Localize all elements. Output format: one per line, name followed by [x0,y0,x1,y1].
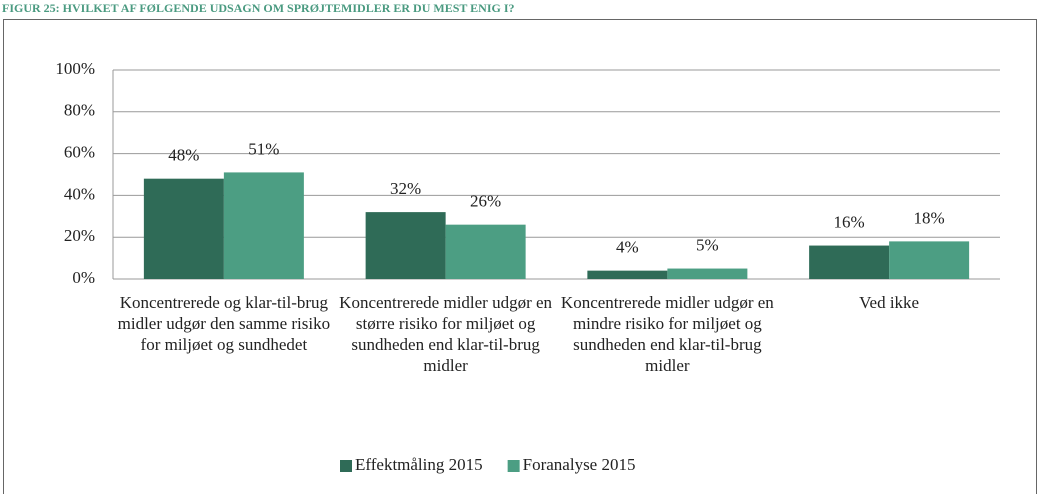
y-tick-label: 40% [64,184,95,203]
x-tick-label: Koncentrerede og klar-til-brug midler ud… [117,293,331,354]
y-tick-label: 100% [55,59,95,78]
bar [365,212,446,279]
bar [667,268,748,279]
y-tick-label: 80% [64,101,95,120]
bar [223,172,304,279]
legend-label: Foranalyse 2015 [523,455,636,474]
bar [143,178,224,279]
value-label: 26% [470,192,501,211]
bar [445,224,526,279]
y-tick-label: 0% [72,268,95,287]
value-label: 51% [248,139,279,158]
value-label: 4% [616,238,639,257]
frame [3,19,1037,494]
legend-swatch [340,460,352,472]
legend-swatch [507,460,520,472]
y-tick-label: 20% [64,226,95,245]
value-label: 32% [390,179,421,198]
value-label: 18% [914,208,945,227]
legend-label: Effektmåling 2015 [355,455,483,474]
value-label: 5% [696,235,719,254]
value-label: 48% [168,146,199,165]
bar [889,241,970,279]
chart-title: FIGUR 25: HVILKET AF FØLGENDE UDSAGN OM … [2,1,515,15]
bar [587,270,668,279]
bar [809,245,890,279]
x-tick-label: Koncentrerede midler udgør en større ris… [339,293,553,375]
x-tick-label: Ved ikke [859,293,920,312]
y-tick-label: 60% [64,143,95,162]
x-tick-label: Koncentrerede midler udgør en mindre ris… [560,293,774,375]
value-label: 16% [834,212,865,231]
